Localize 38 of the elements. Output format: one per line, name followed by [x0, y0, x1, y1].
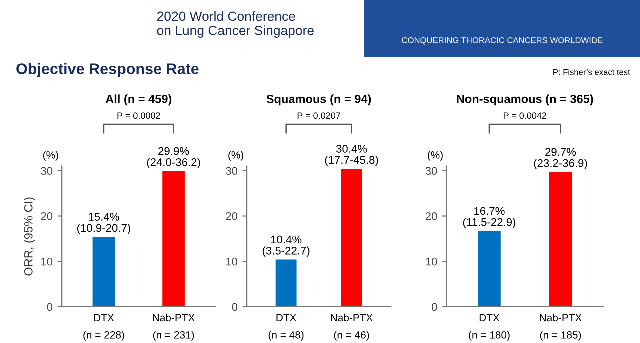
- data-label: 10.4% (3.5-22.7): [262, 236, 310, 258]
- y-tick-label: 10: [42, 258, 53, 266]
- y-tick-label: 20: [226, 212, 238, 220]
- text: 2020 World Conference on Lung Cancer Singapore: [157, 11, 314, 38]
- y-tick-label: 0: [47, 303, 53, 312]
- y-tick-label: 30: [41, 167, 53, 176]
- chart-subtitle: P = 0.0002: [118, 112, 160, 120]
- data-label: 30.4% (17.7-45.8): [325, 145, 378, 166]
- y-tick-label: 20: [426, 212, 438, 220]
- y-tick-label: 30: [226, 167, 238, 176]
- x-tick-label: DTX (n = 228): [84, 314, 124, 341]
- text: (%): [43, 151, 58, 161]
- text: (%): [428, 151, 443, 161]
- chart-title: Squamous (n = 94): [266, 94, 372, 106]
- y-tick-label: 0: [232, 303, 238, 312]
- data-label: 29.9% (24.0-36.2): [147, 147, 200, 169]
- text: CONQUERING THORACIC CANCERS WORLDWIDE: [402, 37, 603, 45]
- chart-subtitle: P = 0.0042: [504, 112, 547, 120]
- text: Objective Response Rate: [16, 63, 199, 78]
- y-tick-label: 10: [426, 258, 438, 266]
- x-tick-label: Nab-PTX (n = 231): [153, 314, 195, 341]
- chart-title: All (n = 459): [106, 94, 172, 106]
- data-label: 16.7% (11.5-22.9): [463, 207, 516, 228]
- y-tick-label: 20: [41, 212, 53, 220]
- y-tick-label: 30: [426, 167, 438, 176]
- x-tick-label: Nab-PTX (n = 46): [331, 314, 373, 341]
- x-tick-label: Nab-PTX (n = 185): [540, 314, 582, 341]
- chart-title: Non-squamous (n = 365): [457, 94, 594, 106]
- data-label: 15.4% (10.9-20.7): [77, 213, 130, 234]
- y-tick-label: 10: [226, 258, 238, 266]
- x-tick-label: DTX (n = 48): [268, 314, 304, 341]
- text: (%): [228, 151, 244, 161]
- y-axis-title: ORR, (95% CI): [24, 198, 36, 276]
- text: P: Fisher’s exact test: [554, 69, 630, 76]
- x-tick-label: DTX (n = 180): [469, 314, 510, 341]
- data-label: 29.7% (23.2-36.9): [534, 148, 588, 170]
- y-tick-label: 0: [432, 303, 438, 312]
- chart-subtitle: P = 0.0207: [298, 112, 340, 120]
